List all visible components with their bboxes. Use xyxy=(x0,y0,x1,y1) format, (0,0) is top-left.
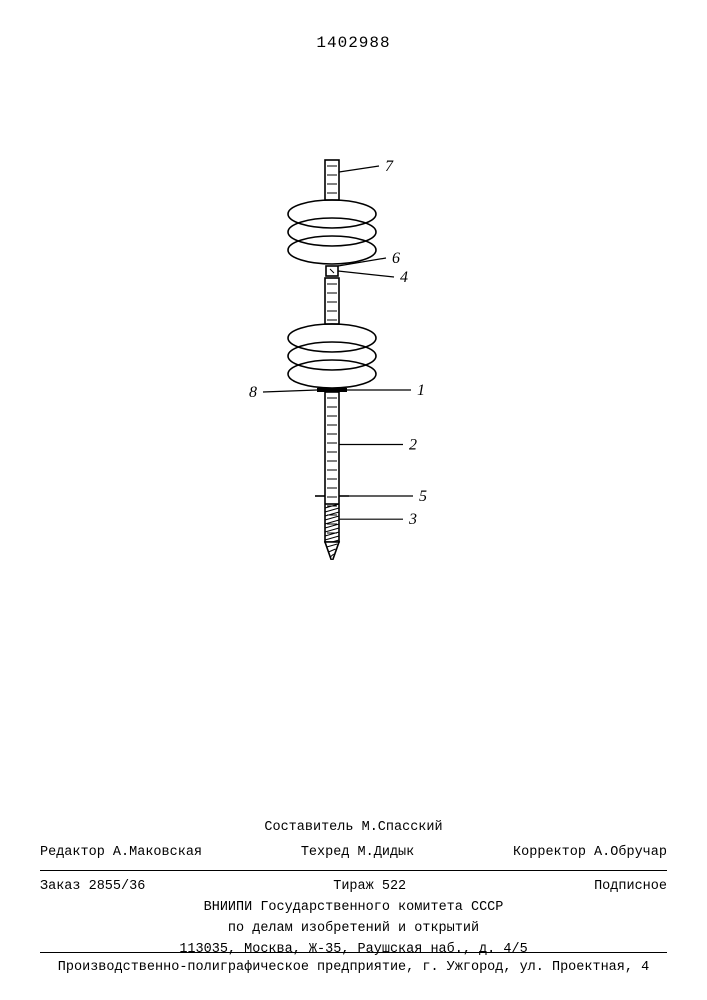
callout-4: 4 xyxy=(400,269,408,286)
callout-2: 2 xyxy=(409,437,417,454)
corrector: Корректор А.Обручар xyxy=(513,843,667,864)
techred: Техред М.Дидык xyxy=(301,843,414,864)
callout-7: 7 xyxy=(385,158,394,175)
footer-line: Производственно-полиграфическое предприя… xyxy=(40,960,667,975)
document-number: 1402988 xyxy=(0,34,707,52)
figure-svg: 7 64 8 1 2 53 xyxy=(0,140,707,560)
org-line-1: ВНИИПИ Государственного комитета СССР xyxy=(40,898,667,919)
compiler-line: Составитель М.Спасский xyxy=(40,818,667,839)
org-line-2: по делам изобретений и открытий xyxy=(40,919,667,940)
rule-1 xyxy=(40,870,667,871)
editor: Редактор А.Маковская xyxy=(40,843,202,864)
callout-3: 3 xyxy=(408,511,417,528)
imprint-block: Составитель М.Спасский Редактор А.Маковс… xyxy=(40,818,667,961)
org-address: 113035, Москва, Ж-35, Раушская наб., д. … xyxy=(40,940,667,961)
tirazh: Тираж 522 xyxy=(333,877,406,898)
callout-5: 5 xyxy=(419,488,427,505)
callout-1: 1 xyxy=(417,382,425,399)
callout-8: 8 xyxy=(249,384,257,401)
podpisnoe: Подписное xyxy=(594,877,667,898)
order: Заказ 2855/36 xyxy=(40,877,145,898)
callout-6: 6 xyxy=(392,250,400,267)
footer-rule xyxy=(40,952,667,953)
figure: 7 64 8 1 2 53 xyxy=(0,140,707,560)
